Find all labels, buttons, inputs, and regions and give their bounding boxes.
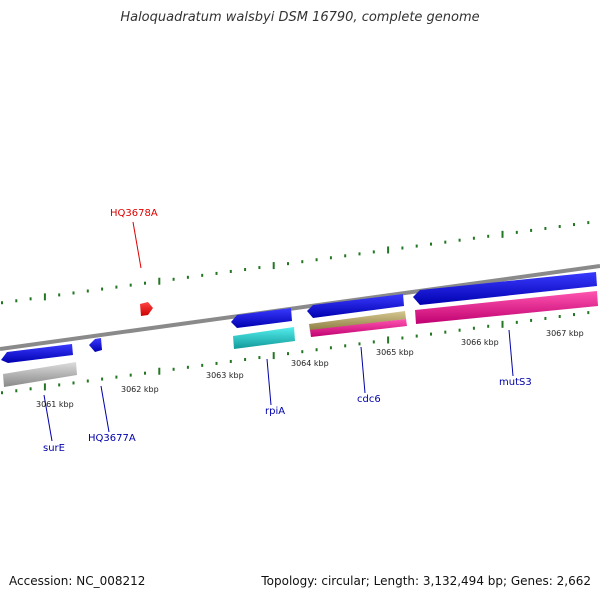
- feature-rpiA[interactable]: [231, 308, 292, 328]
- scale-label: 3064 kbp: [291, 359, 329, 368]
- feature-cdc6-tan[interactable]: [309, 311, 406, 331]
- gene-label-hq3678a[interactable]: HQ3678A: [110, 208, 158, 219]
- gene-label-muts3[interactable]: mutS3: [499, 377, 532, 388]
- upper-tick-track: [1, 221, 590, 305]
- feature-cdc6[interactable]: [307, 294, 404, 318]
- scale-label: 3066 kbp: [461, 338, 499, 347]
- gene-label-hq3677a[interactable]: HQ3677A: [88, 433, 136, 444]
- scale-label: 3067 kbp: [546, 329, 584, 338]
- leader-line-hq3678a: [132, 221, 142, 269]
- genome-summary-text: Topology: circular; Length: 3,132,494 bp…: [261, 574, 591, 588]
- accession-text: Accession: NC_008212: [9, 574, 146, 588]
- feature-surE[interactable]: [1, 344, 73, 363]
- leader-line-cdc6: [360, 346, 366, 394]
- leader-line-sure: [43, 394, 53, 442]
- scale-label: 3062 kbp: [121, 385, 159, 394]
- genome-backbone: [0, 264, 600, 351]
- gene-label-cdc6[interactable]: cdc6: [357, 394, 381, 405]
- gene-label-sure[interactable]: surE: [43, 443, 65, 454]
- leader-line-hq3677a: [100, 385, 110, 433]
- feature-hq3678a[interactable]: [140, 302, 153, 316]
- leader-line-muts3: [508, 329, 514, 377]
- feature-hq3677a[interactable]: [89, 338, 102, 352]
- feature-surE-rna[interactable]: [3, 362, 77, 387]
- scale-label: 3065 kbp: [376, 348, 414, 357]
- gene-label-rpia[interactable]: rpiA: [265, 406, 285, 417]
- scale-label: 3063 kbp: [206, 371, 244, 380]
- scale-labels: 3061 kbp 3062 kbp 3063 kbp 3064 kbp 3065 kbp…: [36, 329, 584, 409]
- leader-line-rpia: [266, 358, 272, 406]
- scale-label: 3061 kbp: [36, 400, 74, 409]
- feature-cdc6-magenta[interactable]: [310, 319, 407, 337]
- page-title: Haloquadratum walsbyi DSM 16790, complet…: [120, 10, 480, 25]
- gene-labels: HQ3678A surE HQ3677A rpiA cdc6 mutS3: [43, 208, 532, 454]
- feature-mutS3[interactable]: [413, 272, 597, 305]
- feature-mutS3-magenta[interactable]: [415, 291, 598, 324]
- lower-tick-track: [1, 311, 590, 395]
- feature-rpiA-track[interactable]: [233, 327, 295, 349]
